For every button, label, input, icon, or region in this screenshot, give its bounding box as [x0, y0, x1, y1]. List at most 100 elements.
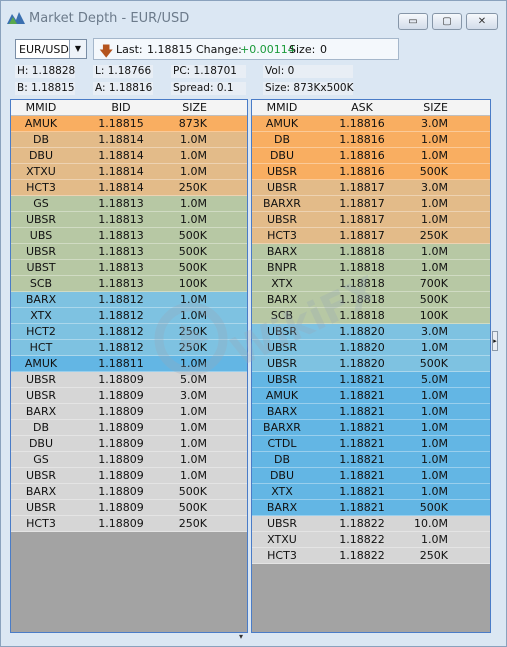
- mmid-cell: BARX: [266, 405, 298, 418]
- table-row[interactable]: UBS 1.18813 500K: [11, 228, 247, 244]
- bid-table-header[interactable]: MMID BID SIZE: [11, 100, 247, 116]
- mmid-cell: DBU: [28, 437, 54, 450]
- maximize-button[interactable]: ▢: [432, 13, 462, 30]
- mmid-cell: AMUK: [24, 357, 58, 370]
- chevron-down-icon[interactable]: ▼: [69, 40, 86, 58]
- close-button[interactable]: ✕: [466, 13, 498, 30]
- table-row[interactable]: HCT3 1.18817 250K: [252, 228, 490, 244]
- size-header[interactable]: SIZE: [182, 101, 207, 114]
- table-row[interactable]: SCB 1.18818 100K: [252, 308, 490, 324]
- table-row[interactable]: UBSR 1.18813 500K: [11, 244, 247, 260]
- table-row[interactable]: BARX 1.18812 1.0M: [11, 292, 247, 308]
- table-row[interactable]: DB 1.18821 1.0M: [252, 452, 490, 468]
- table-row[interactable]: UBSR 1.18809 1.0M: [11, 468, 247, 484]
- table-row[interactable]: BARXR 1.18817 1.0M: [252, 196, 490, 212]
- mmid-cell: UBSR: [266, 165, 298, 178]
- table-row[interactable]: AMUK 1.18811 1.0M: [11, 356, 247, 372]
- table-row[interactable]: UBSR 1.18816 500K: [252, 164, 490, 180]
- table-row[interactable]: UBST 1.18813 500K: [11, 260, 247, 276]
- price-cell: 1.18822: [339, 549, 385, 562]
- mmid-cell: UBSR: [25, 245, 57, 258]
- table-row[interactable]: UBSR 1.18817 1.0M: [252, 212, 490, 228]
- table-row[interactable]: DBU 1.18809 1.0M: [11, 436, 247, 452]
- table-row[interactable]: UBSR 1.18809 3.0M: [11, 388, 247, 404]
- table-row[interactable]: XTXU 1.18822 1.0M: [252, 532, 490, 548]
- ask-header[interactable]: ASK: [351, 101, 373, 114]
- title-bar[interactable]: Market Depth - EUR/USD ▭ ▢ ✕: [1, 1, 506, 33]
- table-row[interactable]: BARX 1.18809 1.0M: [11, 404, 247, 420]
- minimize-button[interactable]: ▭: [398, 13, 428, 30]
- price-cell: 1.18813: [98, 261, 144, 274]
- price-cell: 1.18812: [98, 325, 144, 338]
- table-row[interactable]: UBSR 1.18813 1.0M: [11, 212, 247, 228]
- table-row[interactable]: SCB 1.18813 100K: [11, 276, 247, 292]
- mmid-header[interactable]: MMID: [266, 101, 298, 114]
- table-row[interactable]: BNPR 1.18818 1.0M: [252, 260, 490, 276]
- last-label: Last:: [116, 43, 143, 56]
- table-row[interactable]: HCT 1.18812 250K: [11, 340, 247, 356]
- table-row[interactable]: AMUK 1.18821 1.0M: [252, 388, 490, 404]
- size-header[interactable]: SIZE: [423, 101, 448, 114]
- mmid-cell: UBSR: [266, 181, 298, 194]
- price-cell: 1.18822: [339, 533, 385, 546]
- price-cell: 1.18817: [339, 181, 385, 194]
- splitter-handle-icon[interactable]: ▾: [238, 632, 243, 641]
- size-cell: 1.0M: [180, 165, 207, 178]
- table-row[interactable]: DB 1.18816 1.0M: [252, 132, 490, 148]
- table-row[interactable]: UBSR 1.18822 10.0M: [252, 516, 490, 532]
- table-row[interactable]: XTXU 1.18814 1.0M: [11, 164, 247, 180]
- table-row[interactable]: GS 1.18813 1.0M: [11, 196, 247, 212]
- quote-bar: 🡇 Last: 1.18815 Change: +0.00114 Size: 0: [93, 38, 399, 60]
- size-cell: 10.0M: [414, 517, 448, 530]
- table-row[interactable]: XTX 1.18818 700K: [252, 276, 490, 292]
- table-row[interactable]: HCT2 1.18812 250K: [11, 324, 247, 340]
- ask-table[interactable]: MMID ASK SIZE AMUK 1.18816 3.0M DB 1.18816 1.…: [251, 99, 491, 633]
- table-row[interactable]: BARX 1.18809 500K: [11, 484, 247, 500]
- table-row[interactable]: UBSR 1.18809 5.0M: [11, 372, 247, 388]
- table-row[interactable]: UBSR 1.18821 5.0M: [252, 372, 490, 388]
- size-cell: 1.0M: [180, 293, 207, 306]
- size-cell: 1.0M: [421, 453, 448, 466]
- price-cell: 1.18814: [98, 133, 144, 146]
- table-row[interactable]: HCT3 1.18814 250K: [11, 180, 247, 196]
- table-row[interactable]: AMUK 1.18816 3.0M: [252, 116, 490, 132]
- mmid-cell: HCT3: [267, 229, 297, 242]
- table-row[interactable]: GS 1.18809 1.0M: [11, 452, 247, 468]
- mmid-cell: BARX: [266, 501, 298, 514]
- table-row[interactable]: HCT3 1.18822 250K: [252, 548, 490, 564]
- table-row[interactable]: UBSR 1.18809 500K: [11, 500, 247, 516]
- table-row[interactable]: XTX 1.18812 1.0M: [11, 308, 247, 324]
- table-row[interactable]: BARX 1.18821 1.0M: [252, 404, 490, 420]
- table-row[interactable]: HCT3 1.18809 250K: [11, 516, 247, 532]
- size-cell: 500K: [419, 501, 448, 514]
- table-row[interactable]: DB 1.18809 1.0M: [11, 420, 247, 436]
- table-row[interactable]: DBU 1.18821 1.0M: [252, 468, 490, 484]
- table-row[interactable]: DBU 1.18816 1.0M: [252, 148, 490, 164]
- table-row[interactable]: BARX 1.18818 1.0M: [252, 244, 490, 260]
- table-row[interactable]: DB 1.18814 1.0M: [11, 132, 247, 148]
- symbol-select[interactable]: EUR/USD ▼: [15, 39, 87, 59]
- mmid-header[interactable]: MMID: [25, 101, 57, 114]
- table-row[interactable]: UBSR 1.18820 1.0M: [252, 340, 490, 356]
- table-row[interactable]: BARX 1.18818 500K: [252, 292, 490, 308]
- price-cell: 1.18809: [98, 485, 144, 498]
- size-cell: 1.0M: [180, 309, 207, 322]
- table-row[interactable]: CTDL 1.18821 1.0M: [252, 436, 490, 452]
- size-cell: 5.0M: [180, 373, 207, 386]
- table-row[interactable]: BARXR 1.18821 1.0M: [252, 420, 490, 436]
- bid-table[interactable]: MMID BID SIZE AMUK 1.18815 873K DB 1.18814 1.…: [10, 99, 248, 633]
- table-row[interactable]: UBSR 1.18820 3.0M: [252, 324, 490, 340]
- table-row[interactable]: UBSR 1.18817 3.0M: [252, 180, 490, 196]
- bid-header[interactable]: BID: [111, 101, 131, 114]
- table-row[interactable]: UBSR 1.18820 500K: [252, 356, 490, 372]
- table-row[interactable]: XTX 1.18821 1.0M: [252, 484, 490, 500]
- expand-handle-icon[interactable]: ▸: [492, 331, 498, 351]
- table-row[interactable]: AMUK 1.18815 873K: [11, 116, 247, 132]
- size-cell: 1.0M: [180, 213, 207, 226]
- table-row[interactable]: BARX 1.18821 500K: [252, 500, 490, 516]
- price-cell: 1.18809: [98, 405, 144, 418]
- size-cell: 500K: [178, 261, 207, 274]
- ask-table-header[interactable]: MMID ASK SIZE: [252, 100, 490, 116]
- close-icon: ✕: [477, 16, 487, 27]
- table-row[interactable]: DBU 1.18814 1.0M: [11, 148, 247, 164]
